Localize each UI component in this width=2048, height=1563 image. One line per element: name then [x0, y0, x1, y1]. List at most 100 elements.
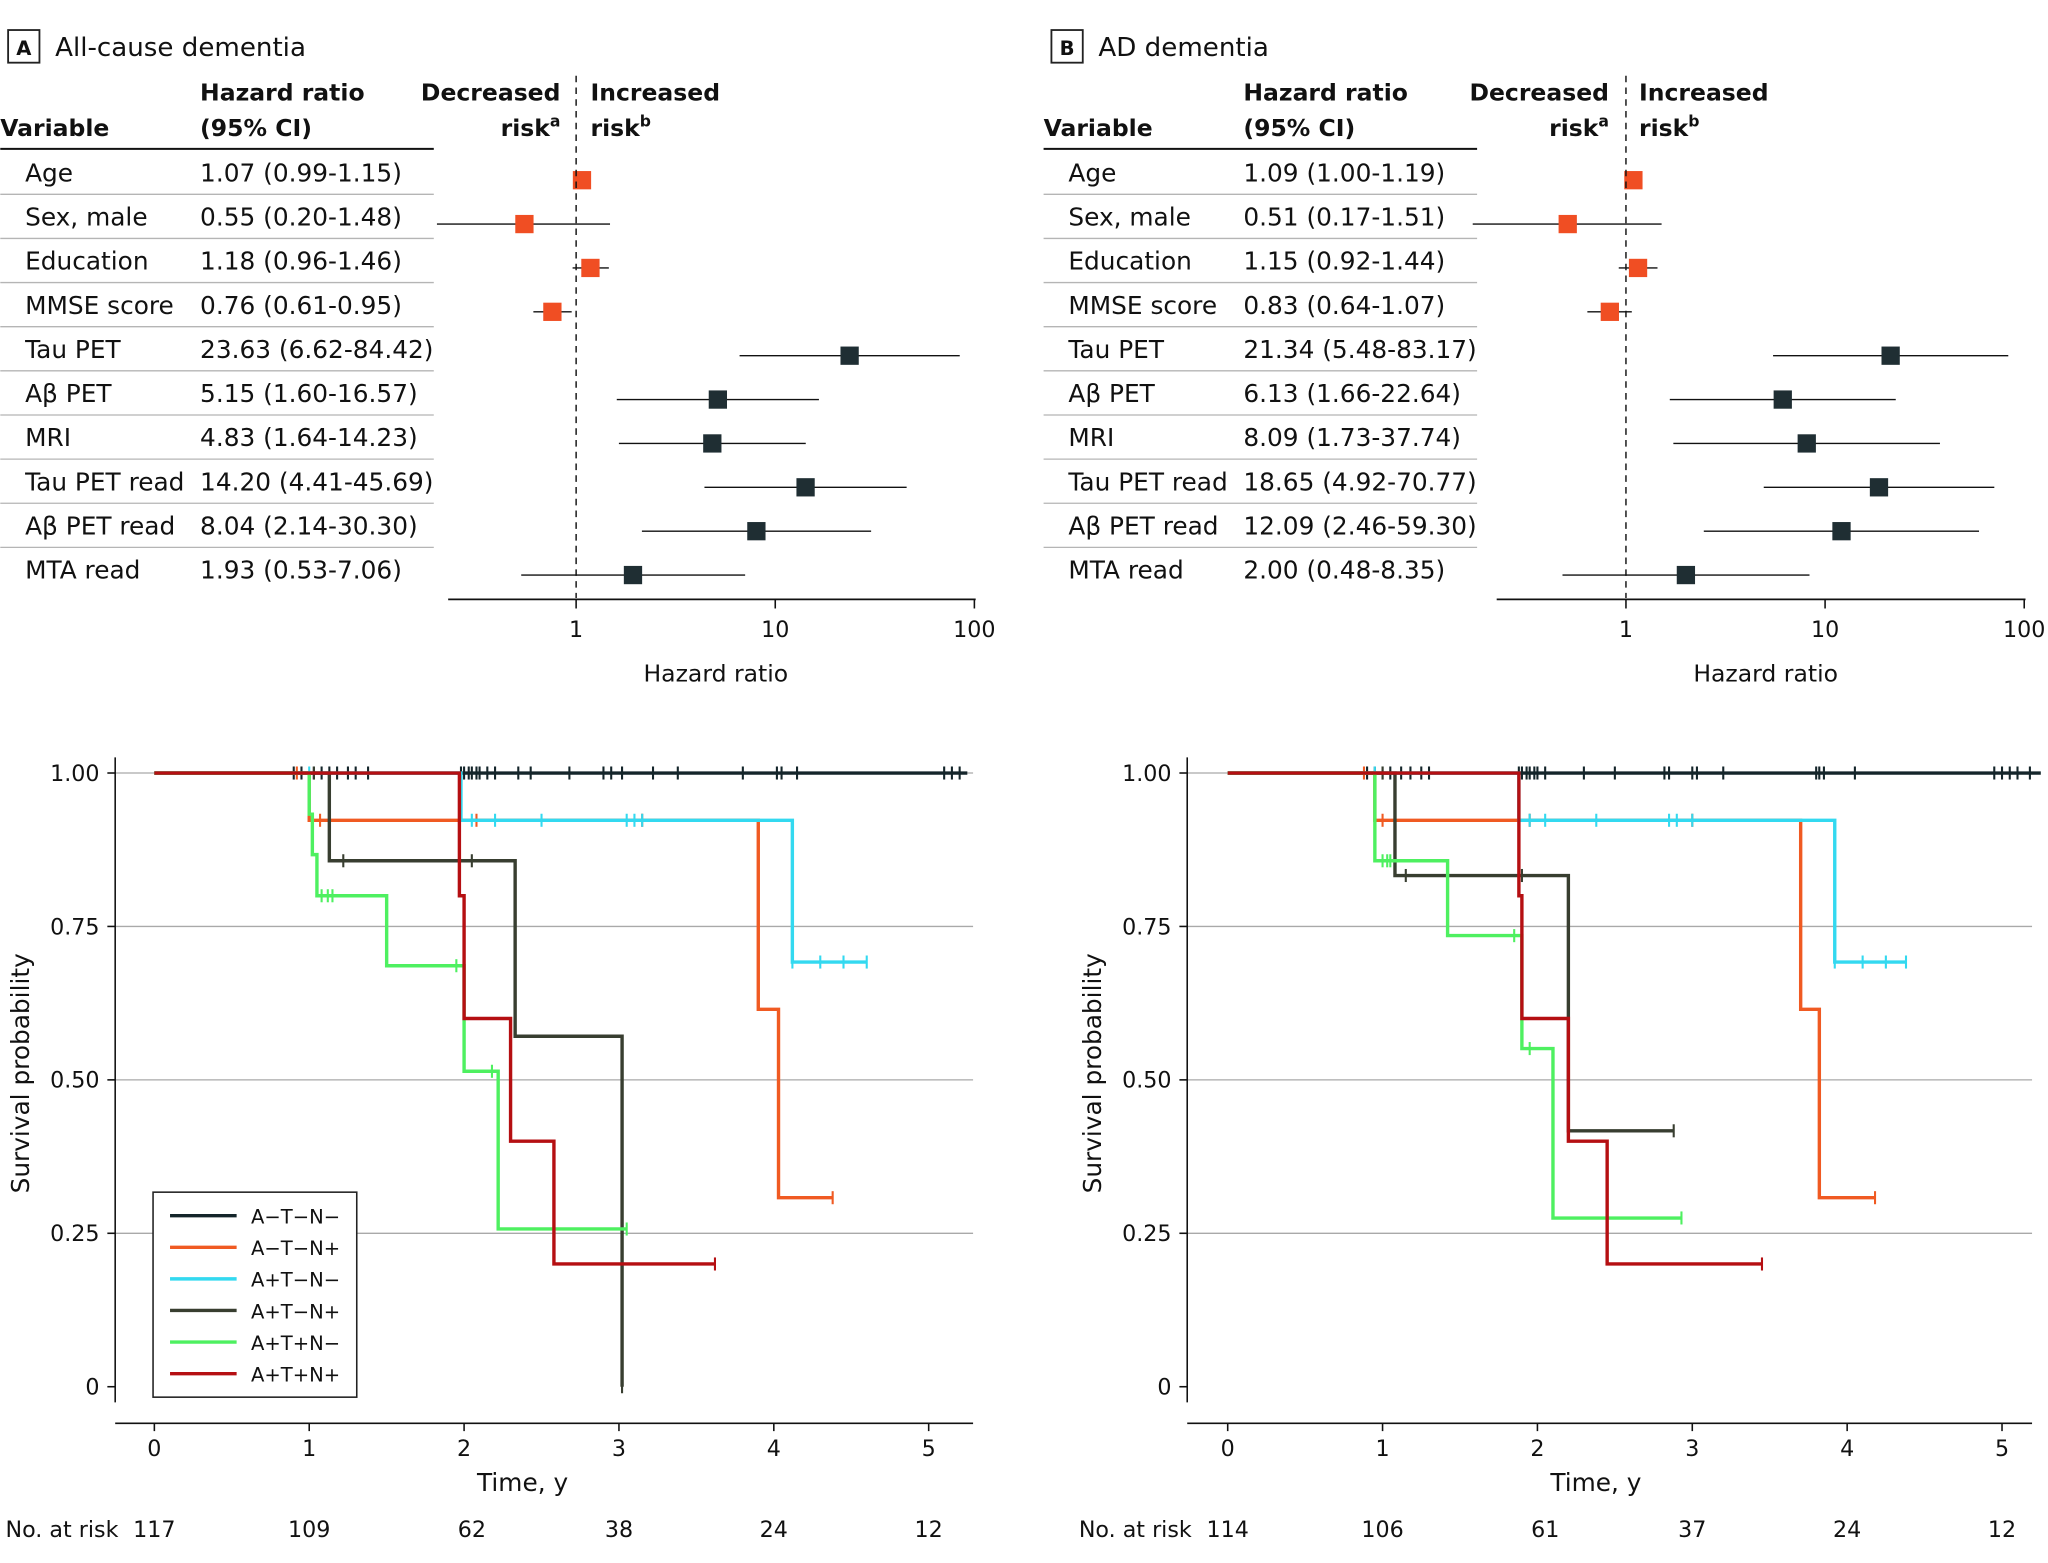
forest-point [1676, 565, 1696, 585]
forest-point [1628, 258, 1648, 278]
forest-point [747, 522, 766, 541]
panel-letter-box [1050, 29, 1084, 64]
forest-row-variable: MMSE score [1068, 291, 1217, 320]
forest-row-variable: MTA read [1068, 556, 1183, 585]
forest-row-variable: MRI [25, 423, 71, 452]
km-gridlines [115, 772, 974, 1234]
forest-row-variable: Aβ PET read [25, 511, 175, 540]
forest-x-tick-label: 100 [953, 617, 995, 643]
forest-row-hr-text: 2.00 (0.48-8.35) [1243, 556, 1445, 585]
panel-letter-box [7, 29, 41, 64]
header-increased: Increased [590, 79, 720, 107]
forest-row-variable: Aβ PET [25, 379, 112, 408]
at-risk-label: No. at risk [1079, 1517, 1192, 1543]
forest-point [840, 346, 859, 365]
forest-point [1624, 171, 1643, 190]
km-y-tick-label: 0 [1157, 1375, 1171, 1401]
forest-panel-b: B AD dementia Variable Hazard ratio (95%… [1043, 29, 2045, 688]
header-decreased: Decreased [421, 79, 561, 107]
forest-row-variable: MRI [1068, 423, 1114, 452]
km-x-tick-label: 2 [1530, 1436, 1544, 1462]
col-header-variable: Variable [0, 114, 109, 142]
legend-entry: A+T−N+ [251, 1300, 340, 1323]
forest-point [572, 171, 592, 190]
legend: A−T−N− A−T−N+ A+T−N− A+T−N+ A+T+N− A+T+N+ [152, 1191, 358, 1398]
forest-row-variable: Sex, male [1068, 203, 1191, 232]
km-x-axis-label: Time, y [476, 1468, 568, 1497]
col-header-hr-line1: Hazard ratio [200, 79, 365, 107]
km-y-tick-label: 0.50 [50, 1068, 99, 1094]
forest-row-hr-text: 0.76 (0.61-0.95) [200, 291, 402, 320]
col-header-hr-line2: (95% CI) [200, 114, 312, 142]
header-decreased-risk: riska [501, 112, 561, 142]
at-risk-counts: 117 109 62 38 24 12 [133, 1517, 943, 1543]
forest-row-hr-text: 1.09 (1.00-1.19) [1243, 158, 1445, 187]
forest-x-axis-label: Hazard ratio [1693, 660, 1838, 688]
forest-row-variable: MMSE score [25, 291, 174, 320]
forest-x-tick-label: 1 [569, 617, 583, 643]
at-risk-count: 61 [1531, 1517, 1559, 1543]
km-y-axis-label: Survival probability [1078, 953, 1107, 1193]
forest-rows: Age 1.09 (1.00-1.19) Sex, male 0.51 (0.17-1… [1043, 158, 1478, 585]
forest-row-hr-text: 1.18 (0.96-1.46) [200, 247, 402, 276]
forest-x-axis-label: Hazard ratio [644, 660, 789, 688]
forest-x-tick-label: 1 [1619, 617, 1633, 643]
forest-point [703, 434, 722, 453]
col-header-variable: Variable [1044, 114, 1153, 142]
km-x-axis-label: Time, y [1549, 1468, 1641, 1497]
at-risk-count: 38 [605, 1517, 633, 1543]
km-curve [154, 771, 715, 1266]
km-x-tick-label: 0 [1221, 1436, 1235, 1462]
forest-row-hr-text: 23.63 (6.62-84.42) [200, 335, 433, 364]
km-x-tick-label: 1 [302, 1436, 316, 1462]
forest-row-variable: Aβ PET [1068, 379, 1155, 408]
km-x-tick-label: 1 [1376, 1436, 1390, 1462]
header-decreased: Decreased [1469, 79, 1609, 107]
forest-row-variable: Tau PET [1067, 335, 1164, 364]
km-curves [154, 766, 968, 1394]
at-risk-count: 114 [1207, 1517, 1249, 1543]
at-risk-count: 106 [1361, 1517, 1403, 1543]
forest-point [1869, 478, 1889, 497]
km-x-tick-label: 0 [147, 1436, 161, 1462]
forest-row-hr-text: 8.09 (1.73-37.74) [1243, 423, 1461, 452]
legend-box [152, 1191, 358, 1398]
panel-letter: B [1060, 37, 1075, 60]
km-y-tick-label: 0 [85, 1375, 99, 1401]
panel-title: All-cause dementia [55, 33, 306, 63]
forest-row-variable: Tau PET read [24, 467, 184, 496]
forest-rows: Age 1.07 (0.99-1.15) Sex, male 0.55 (0.20-1… [0, 158, 434, 585]
km-x-tick-label: 3 [612, 1436, 626, 1462]
km-gridlines [1187, 772, 2033, 1234]
km-curve [1227, 771, 1763, 1266]
panel-title: AD dementia [1098, 33, 1268, 63]
forest-row-hr-text: 18.65 (4.92-70.77) [1243, 467, 1476, 496]
km-y-axis-label: Survival probability [6, 953, 35, 1193]
col-header-hr-line2: (95% CI) [1243, 114, 1355, 142]
forest-row-hr-text: 0.83 (0.64-1.07) [1243, 291, 1445, 320]
forest-row-variable: MTA read [25, 556, 140, 585]
legend-entry: A+T+N+ [251, 1363, 340, 1386]
at-risk-count: 62 [458, 1517, 486, 1543]
forest-panel-a: A All-cause dementia Variable Hazard rat… [0, 29, 996, 688]
km-x-tick-label: 5 [1995, 1436, 2009, 1462]
forest-x-tick-label: 100 [2003, 617, 2045, 643]
forest-point [1558, 214, 1577, 234]
forest-row-hr-text: 6.13 (1.66-22.64) [1243, 379, 1461, 408]
forest-row-variable: Tau PET [24, 335, 121, 364]
legend-entry: A+T−N− [251, 1269, 340, 1292]
at-risk-count: 12 [915, 1517, 943, 1543]
km-curve [1227, 771, 1682, 1220]
forest-point [515, 214, 534, 234]
km-axes: 0 0.25 0.50 0.75 1.00 0 1 2 3 4 5 [1122, 757, 2033, 1462]
forest-row-variable: Sex, male [25, 203, 148, 232]
forest-row-hr-text: 1.15 (0.92-1.44) [1243, 247, 1445, 276]
km-y-tick-label: 1.00 [1122, 761, 1171, 787]
km-x-tick-label: 5 [922, 1436, 936, 1462]
forest-point [708, 390, 728, 409]
forest-row-hr-text: 0.55 (0.20-1.48) [200, 203, 402, 232]
km-y-tick-label: 0.75 [50, 914, 99, 940]
forest-point [543, 302, 562, 321]
legend-entry: A+T+N− [251, 1332, 340, 1355]
forest-row-hr-text: 21.34 (5.48-83.17) [1243, 335, 1476, 364]
